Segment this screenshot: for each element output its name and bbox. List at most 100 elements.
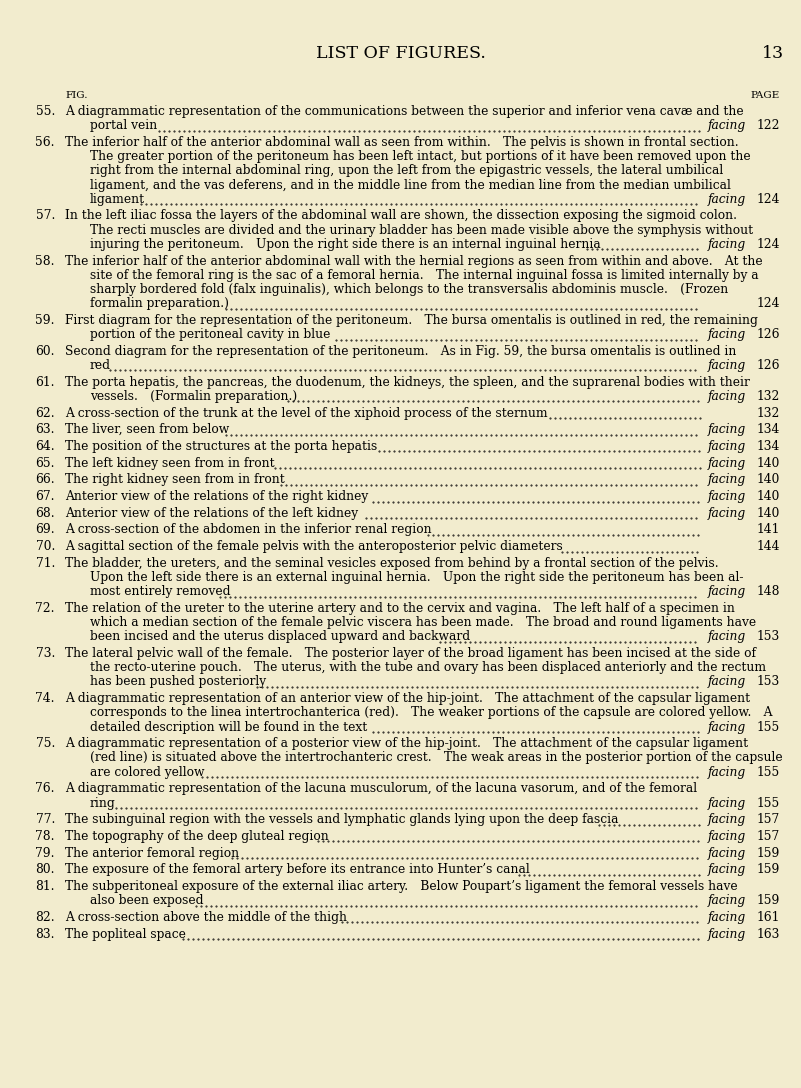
Text: formalin preparation.): formalin preparation.)	[90, 297, 229, 310]
Text: Second diagram for the representation of the peritoneum. As in Fig. 59, the burs: Second diagram for the representation of…	[65, 345, 736, 358]
Text: 70.: 70.	[35, 540, 55, 553]
Text: 157: 157	[757, 813, 780, 826]
Text: A diagrammatic representation of the lacuna musculorum, of the lacuna vasorum, a: A diagrammatic representation of the lac…	[65, 782, 697, 795]
Text: 144: 144	[756, 540, 780, 553]
Text: FIG.: FIG.	[65, 91, 87, 100]
Text: 62.: 62.	[35, 407, 55, 420]
Text: facing: facing	[708, 507, 747, 520]
Text: The porta hepatis, the pancreas, the duodenum, the kidneys, the spleen, and the : The porta hepatis, the pancreas, the duo…	[65, 375, 750, 388]
Text: facing: facing	[708, 490, 747, 503]
Text: First diagram for the representation of the peritoneum. The bursa omentalis is o: First diagram for the representation of …	[65, 313, 758, 326]
Text: the recto-uterine pouch. The uterus, with the tube and ovary has been displaced : the recto-uterine pouch. The uterus, wit…	[90, 662, 766, 675]
Text: 65.: 65.	[35, 457, 55, 470]
Text: The right kidney seen from in front: The right kidney seen from in front	[65, 473, 284, 486]
Text: 60.: 60.	[35, 345, 55, 358]
Text: 64.: 64.	[35, 440, 55, 453]
Text: 153: 153	[757, 676, 780, 689]
Text: 140: 140	[757, 473, 780, 486]
Text: 159: 159	[757, 846, 780, 860]
Text: which a median section of the female pelvic viscera has been made. The broad and: which a median section of the female pel…	[90, 616, 756, 629]
Text: 83.: 83.	[35, 928, 55, 941]
Text: A sagittal section of the female pelvis with the anteroposterior pelvic diameter: A sagittal section of the female pelvis …	[65, 540, 563, 553]
Text: has been pushed posteriorly: has been pushed posteriorly	[90, 676, 266, 689]
Text: Anterior view of the relations of the right kidney: Anterior view of the relations of the ri…	[65, 490, 368, 503]
Text: 13: 13	[762, 45, 784, 62]
Text: 157: 157	[757, 830, 780, 843]
Text: 132: 132	[757, 407, 780, 420]
Text: 159: 159	[757, 894, 780, 907]
Text: PAGE: PAGE	[751, 91, 780, 100]
Text: site of the femoral ring is the sac of a femoral hernia. The internal inguinal f: site of the femoral ring is the sac of a…	[90, 269, 759, 282]
Text: The subinguinal region with the vessels and lymphatic glands lying upon the deep: The subinguinal region with the vessels …	[65, 813, 618, 826]
Text: A diagrammatic representation of a posterior view of the hip-joint. The attachme: A diagrammatic representation of a poste…	[65, 738, 748, 751]
Text: facing: facing	[708, 473, 747, 486]
Text: 74.: 74.	[35, 692, 55, 705]
Text: 122: 122	[756, 120, 780, 133]
Text: facing: facing	[708, 720, 747, 733]
Text: ligament: ligament	[90, 193, 145, 206]
Text: The liver, seen from below: The liver, seen from below	[65, 423, 229, 436]
Text: The bladder, the ureters, and the seminal vesicles exposed from behind by a fron: The bladder, the ureters, and the semina…	[65, 557, 718, 570]
Text: 61.: 61.	[35, 375, 55, 388]
Text: (red line) is situated above the intertrochanteric crest. The weak areas in the : (red line) is situated above the intertr…	[90, 752, 783, 765]
Text: The position of the structures at the porta hepatis: The position of the structures at the po…	[65, 440, 377, 453]
Text: also been exposed: also been exposed	[90, 894, 203, 907]
Text: 140: 140	[757, 457, 780, 470]
Text: ring: ring	[90, 796, 116, 809]
Text: facing: facing	[708, 359, 747, 372]
Text: 134: 134	[757, 440, 780, 453]
Text: The greater portion of the peritoneum has been left intact, but portions of it h: The greater portion of the peritoneum ha…	[90, 150, 751, 163]
Text: 163: 163	[757, 928, 780, 941]
Text: facing: facing	[708, 766, 747, 779]
Text: most entirely removed: most entirely removed	[90, 585, 231, 598]
Text: sharply bordered fold (falx inguinalis), which belongs to the transversalis abdo: sharply bordered fold (falx inguinalis),…	[90, 283, 728, 296]
Text: facing: facing	[708, 863, 747, 876]
Text: ligament, and the vas deferens, and in the middle line from the median line from: ligament, and the vas deferens, and in t…	[90, 178, 731, 191]
Text: 55.: 55.	[35, 106, 55, 118]
Text: 56.: 56.	[35, 136, 55, 149]
Text: 134: 134	[757, 423, 780, 436]
Text: facing: facing	[708, 911, 747, 924]
Text: 67.: 67.	[35, 490, 55, 503]
Text: portal vein: portal vein	[90, 120, 157, 133]
Text: facing: facing	[708, 928, 747, 941]
Text: The inferior half of the anterior abdominal wall with the hernial regions as see: The inferior half of the anterior abdomi…	[65, 255, 763, 268]
Text: 57.: 57.	[35, 209, 55, 222]
Text: facing: facing	[708, 894, 747, 907]
Text: 126: 126	[756, 359, 780, 372]
Text: 155: 155	[757, 766, 780, 779]
Text: 78.: 78.	[35, 830, 55, 843]
Text: 82.: 82.	[35, 911, 55, 924]
Text: are colored yellow: are colored yellow	[90, 766, 204, 779]
Text: facing: facing	[708, 796, 747, 809]
Text: The topography of the deep gluteal region: The topography of the deep gluteal regio…	[65, 830, 328, 843]
Text: The inferior half of the anterior abdominal wall as seen from within. The pelvis: The inferior half of the anterior abdomi…	[65, 136, 739, 149]
Text: 68.: 68.	[35, 507, 55, 520]
Text: detailed description will be found in the text: detailed description will be found in th…	[90, 720, 367, 733]
Text: facing: facing	[708, 423, 747, 436]
Text: facing: facing	[708, 630, 747, 643]
Text: 159: 159	[757, 863, 780, 876]
Text: facing: facing	[708, 390, 747, 403]
Text: 153: 153	[757, 630, 780, 643]
Text: 155: 155	[757, 720, 780, 733]
Text: facing: facing	[708, 120, 747, 133]
Text: facing: facing	[708, 327, 747, 341]
Text: The left kidney seen from in front: The left kidney seen from in front	[65, 457, 275, 470]
Text: right from the internal abdominal ring, upon the left from the epigastric vessel: right from the internal abdominal ring, …	[90, 164, 723, 177]
Text: facing: facing	[708, 193, 747, 206]
Text: 77.: 77.	[35, 813, 55, 826]
Text: 69.: 69.	[35, 523, 55, 536]
Text: A cross-section of the trunk at the level of the xiphoid process of the sternum: A cross-section of the trunk at the leve…	[65, 407, 548, 420]
Text: 72.: 72.	[35, 602, 55, 615]
Text: A cross-section of the abdomen in the inferior renal region: A cross-section of the abdomen in the in…	[65, 523, 432, 536]
Text: facing: facing	[708, 846, 747, 860]
Text: 140: 140	[757, 507, 780, 520]
Text: facing: facing	[708, 440, 747, 453]
Text: 63.: 63.	[35, 423, 55, 436]
Text: 140: 140	[757, 490, 780, 503]
Text: The exposure of the femoral artery before its entrance into Hunter’s canal: The exposure of the femoral artery befor…	[65, 863, 529, 876]
Text: The lateral pelvic wall of the female. The posterior layer of the broad ligament: The lateral pelvic wall of the female. T…	[65, 647, 756, 660]
Text: The subperitoneal exposure of the external iliac artery. Below Poupart’s ligamen: The subperitoneal exposure of the extern…	[65, 880, 738, 893]
Text: injuring the peritoneum. Upon the right side there is an internal inguinal herni: injuring the peritoneum. Upon the right …	[90, 238, 601, 251]
